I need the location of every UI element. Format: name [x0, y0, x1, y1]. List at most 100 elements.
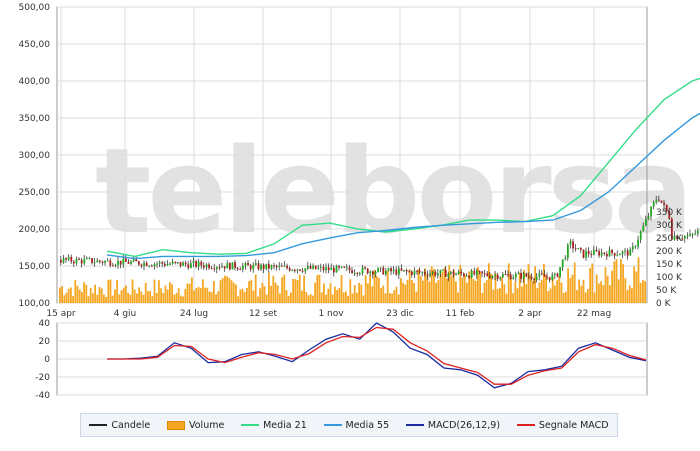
candle-body [218, 267, 221, 269]
volume-bar [505, 293, 508, 303]
candle-body [517, 273, 520, 275]
volume-bar [186, 283, 189, 303]
candle-body [236, 268, 239, 270]
candle-body [525, 273, 528, 277]
volume-bar [83, 282, 85, 303]
volume-bar [485, 279, 488, 303]
macd-tick-label: -40 [35, 391, 50, 401]
volume-bar [246, 287, 248, 303]
candle-body [161, 262, 164, 264]
date-tick-label: 1 nov [318, 309, 344, 319]
volume-bar [153, 279, 156, 303]
legend-item-media-55[interactable]: Media 55 [323, 420, 389, 431]
candle-body [265, 263, 268, 269]
candle-body [314, 265, 317, 269]
legend-swatch-media-21 [241, 424, 260, 426]
volume-bar [362, 295, 365, 303]
volume-bar [138, 287, 140, 303]
candle-body [421, 272, 424, 274]
volume-bar [452, 269, 455, 303]
date-tick-label: 15 apr [46, 309, 76, 319]
volume-bar [87, 296, 90, 303]
volume-bar [268, 273, 270, 303]
candle-body [257, 263, 260, 270]
volume-bar [446, 278, 448, 303]
candle-body [468, 275, 470, 278]
volume-bar [549, 288, 552, 303]
candle-body [426, 274, 429, 276]
candle-body [234, 262, 236, 269]
volume-bar [501, 277, 503, 303]
candle-body [239, 268, 242, 270]
volume-bar [514, 281, 517, 303]
legend-item-media-21[interactable]: Media 21 [241, 420, 307, 431]
candle-body [122, 258, 125, 265]
volume-bar [285, 290, 288, 303]
candle-body [296, 269, 299, 271]
volume-bar [129, 294, 132, 303]
volume-bar [624, 278, 627, 303]
legend-item-macd[interactable]: MACD(26,12,9) [405, 420, 500, 431]
candle-body [278, 265, 281, 268]
candle-body [377, 268, 379, 272]
candle-body [143, 262, 145, 267]
candle-body [169, 263, 171, 265]
candle-body [364, 267, 366, 269]
candle-body [262, 264, 265, 269]
candle-body [681, 238, 684, 240]
candle-body [460, 271, 463, 274]
legend-item-volume[interactable]: Volume [166, 420, 224, 431]
macd-line [107, 322, 647, 389]
volume-bar [259, 288, 261, 303]
candle-body [595, 249, 598, 252]
volume-bar [92, 293, 94, 303]
volume-bar [635, 271, 638, 303]
date-tick-label: 11 feb [446, 309, 475, 319]
volume-bar [169, 282, 171, 303]
volume-bar [173, 294, 176, 303]
candle-body [418, 270, 421, 273]
volume-bar [615, 259, 618, 303]
volume-bar [430, 266, 433, 303]
candle-body [288, 268, 291, 271]
legend-swatch-media-55 [323, 424, 342, 426]
candle-body [546, 276, 548, 278]
macd-tick-label: -20 [35, 373, 50, 383]
candle-body [637, 239, 639, 247]
volume-bar [580, 285, 583, 303]
volume-bar [171, 284, 173, 303]
volume-bar [499, 288, 501, 303]
volume-bar [534, 266, 536, 303]
price-tick-label: 250,00 [19, 188, 51, 198]
volume-bar [525, 284, 528, 303]
volume-bar [111, 295, 114, 303]
volume-bar [237, 296, 239, 303]
candle-body [437, 273, 439, 276]
macd-axis: -40 -20 0 20 40 [35, 319, 50, 401]
candle-body [455, 273, 457, 276]
volume-bar [389, 293, 391, 303]
volume-bar [422, 280, 424, 303]
volume-bar [415, 291, 418, 303]
legend-item-segnale-macd[interactable]: Segnale MACD [516, 420, 609, 431]
candle-body [135, 259, 138, 262]
candle-body [294, 269, 296, 271]
volume-bar [312, 295, 314, 303]
volume-bar [199, 287, 202, 303]
volume-bar [437, 280, 440, 303]
candle-body [665, 204, 668, 212]
volume-bar [474, 280, 477, 303]
price-tick-label: 100,00 [19, 299, 51, 309]
legend-item-candele[interactable]: Candele [89, 420, 150, 431]
candle-body [379, 267, 382, 269]
volume-bar [461, 277, 464, 303]
candle-body [200, 261, 203, 266]
candle-body [96, 260, 99, 263]
volume-bar [59, 287, 61, 303]
price-tick-label: 500,00 [19, 3, 51, 13]
candle-body [343, 266, 346, 268]
date-axis: 15 apr 4 giu 24 lug 12 set 1 nov 23 dic 11 feb… [46, 309, 611, 319]
volume-bar [208, 291, 211, 303]
volume-bar [558, 276, 561, 303]
candle-body [676, 235, 678, 240]
